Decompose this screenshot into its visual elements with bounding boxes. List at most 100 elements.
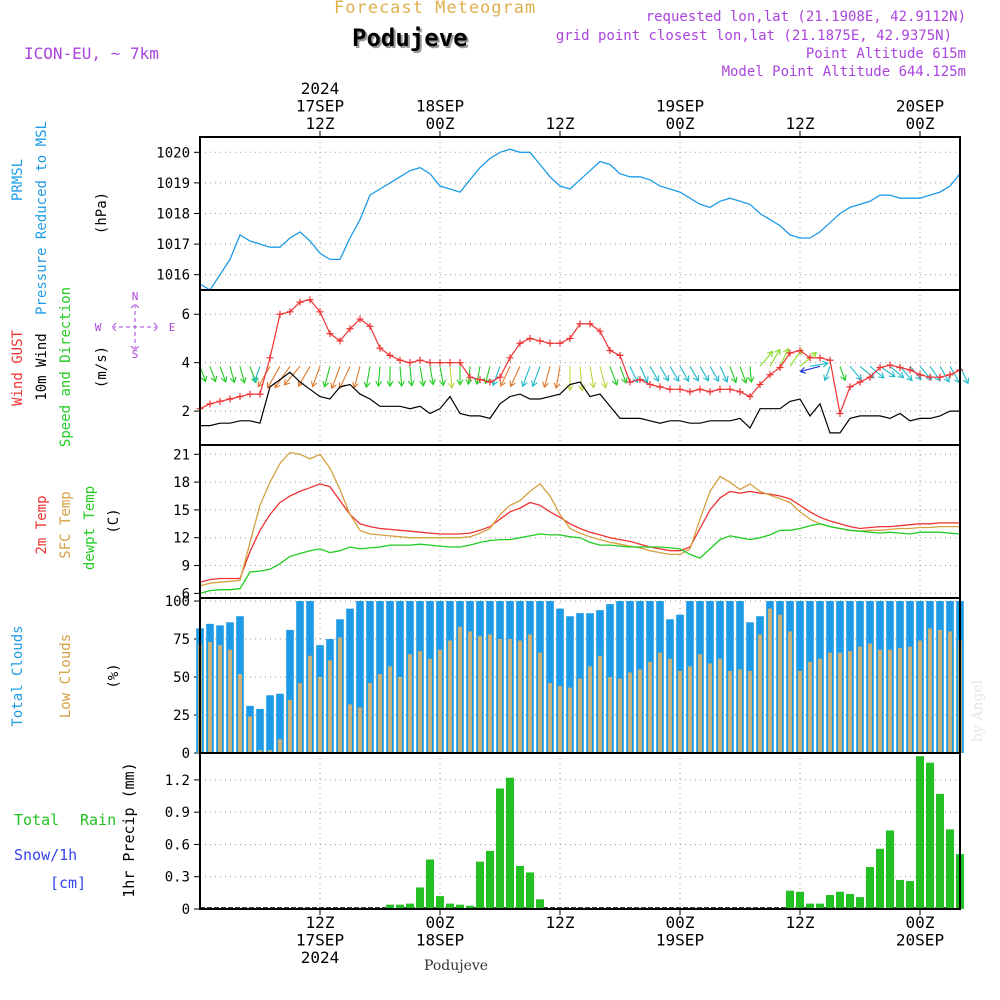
top-time-label: 19SEP — [656, 97, 704, 116]
y-tick-label: 4 — [182, 356, 190, 372]
wind-arrow-shaft — [331, 366, 341, 389]
y-tick-label: 18 — [173, 475, 190, 491]
low-cloud-bar — [618, 678, 622, 753]
wind-arrow — [869, 365, 885, 379]
top-time-label: 00Z — [426, 114, 455, 133]
gust-marker — [856, 378, 864, 386]
low-cloud-bar — [308, 655, 312, 753]
low-cloud-bar — [508, 639, 512, 753]
y-tick-label: 21 — [173, 447, 190, 463]
low-cloud-bar — [558, 686, 562, 753]
wind-arrow-shaft — [579, 366, 583, 391]
wind-arrow-shaft — [629, 366, 638, 383]
dewpt-label: dewpt Temp — [82, 486, 98, 570]
wind-arrow-head — [251, 376, 258, 384]
snow-label: Snow/1h — [14, 846, 77, 864]
wind-arrow — [553, 366, 561, 390]
wind-arrow-shaft — [353, 366, 361, 388]
low-cloud-bar — [878, 649, 882, 753]
wind-arrow-head — [521, 380, 528, 388]
y-tick-label: 9 — [182, 559, 190, 575]
top-time-label: 00Z — [906, 114, 935, 133]
wind-arrow-shaft — [267, 366, 281, 389]
low-cloud-bar — [668, 658, 672, 753]
low-cloud-bar — [458, 626, 462, 753]
total-cloud-bar — [356, 601, 364, 753]
wind-arrow-head — [229, 376, 237, 384]
low-cloud-bar — [378, 673, 382, 753]
wind-arrow — [375, 366, 383, 388]
gust-marker — [626, 378, 634, 386]
rain-bar — [846, 893, 854, 909]
wind-arrow-shaft — [749, 366, 752, 383]
y-tick-label: 1.2 — [165, 773, 190, 789]
top-time-label: 2024 — [301, 79, 340, 98]
panel-frame — [199, 752, 961, 910]
wind-arrow-shaft — [769, 349, 781, 367]
gust-marker — [446, 359, 454, 367]
rain-bar — [496, 788, 504, 909]
wind-arrow-head — [962, 377, 970, 385]
low-cloud-bar — [318, 677, 322, 753]
low-cloud-bar — [528, 634, 532, 753]
low-cloud-bar — [848, 651, 852, 753]
gust-marker — [806, 354, 814, 362]
low-cloud-bar — [358, 707, 362, 753]
wind-arrow-shaft — [339, 366, 351, 389]
wind-arrow-head — [878, 372, 885, 379]
compass-rose — [111, 303, 159, 351]
low-cloud-bar — [338, 637, 342, 753]
gust-marker — [776, 364, 784, 371]
wind-arrow — [509, 366, 521, 388]
bottom-time-label: 19SEP — [656, 931, 704, 950]
wind-arrow-shaft — [800, 365, 821, 373]
wind-arrow — [397, 366, 405, 388]
wind-arrow-shaft — [929, 365, 941, 382]
wind-arrow-head — [747, 376, 755, 384]
wind-arrow — [310, 366, 321, 388]
wind-arrow — [729, 366, 738, 384]
gust-marker — [686, 388, 694, 396]
low-cloud-bar — [248, 716, 252, 753]
low-cloud-bar — [238, 673, 242, 753]
low-cloud-bar — [408, 654, 412, 753]
gust-marker — [946, 371, 954, 379]
wind-arrow — [589, 366, 597, 389]
wind-arrow-shaft — [729, 366, 737, 383]
gust-marker — [916, 371, 924, 379]
low-cloud-bar — [948, 631, 952, 753]
gust-marker — [366, 322, 374, 330]
gust-marker — [866, 373, 874, 381]
gust-marker — [716, 385, 724, 393]
wind-arrow-head — [274, 381, 281, 389]
wind-label: 10m Wind — [34, 333, 50, 400]
gust-marker — [496, 373, 504, 381]
wind-arrow-shaft — [239, 366, 245, 384]
rain-bar — [896, 879, 904, 909]
gust-marker — [886, 361, 894, 369]
bottom-time-label: 12Z — [786, 913, 815, 932]
wind-arrow-head — [363, 381, 371, 389]
gust-marker — [506, 354, 514, 362]
wind-arrow — [747, 366, 755, 384]
wind-arrow-shaft — [476, 366, 481, 385]
wind-arrow — [456, 366, 464, 386]
gust-marker — [666, 385, 674, 393]
y-tick-label: 1019 — [156, 176, 190, 192]
gust-marker — [246, 390, 254, 398]
total-cloud-bar — [256, 708, 264, 753]
wind-arrow-head — [799, 366, 807, 374]
low-cloud-bar — [448, 640, 452, 753]
gust-line — [199, 299, 961, 416]
gust-marker — [306, 296, 314, 304]
precip-unit-label: 1hr Precip (mm) — [120, 762, 138, 897]
wind-arrow-shaft — [365, 366, 371, 388]
wind-arrow-shaft — [377, 366, 381, 387]
low-cloud-bar — [838, 652, 842, 753]
wind-arrow-shaft — [689, 366, 699, 382]
wind-arrow-shaft — [739, 366, 747, 384]
rain-bar — [946, 829, 954, 909]
gust-marker — [816, 354, 824, 362]
gust-marker — [206, 400, 214, 408]
gust-marker — [456, 359, 464, 367]
